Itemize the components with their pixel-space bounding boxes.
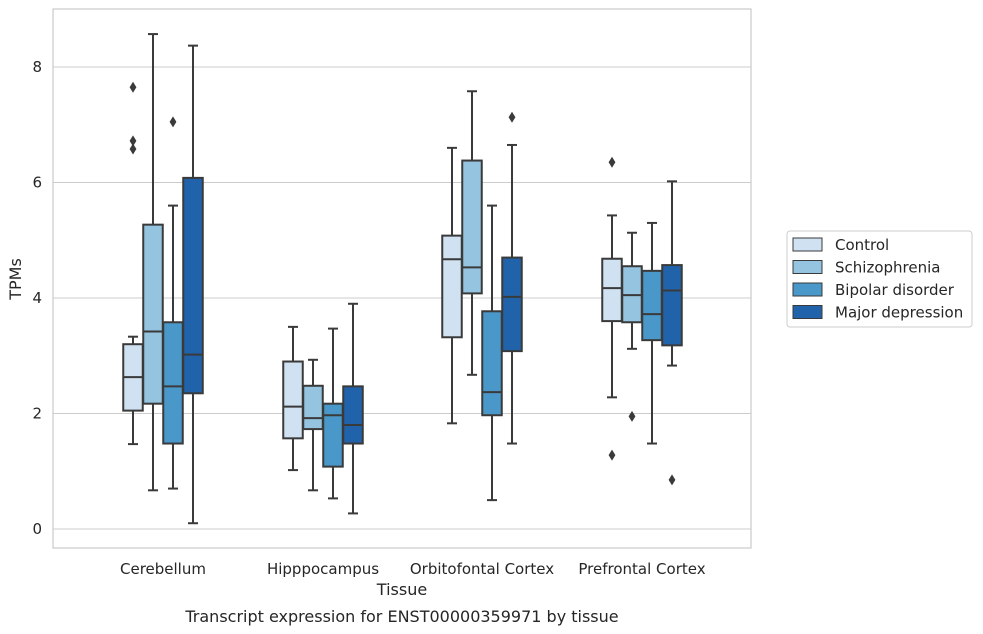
box-plot	[501, 111, 523, 445]
y-tick-label: 0	[32, 520, 42, 538]
legend-swatch	[792, 305, 823, 319]
box-iqr	[302, 384, 324, 431]
legend-swatch	[792, 237, 823, 252]
box-iqr	[481, 310, 503, 417]
box-plot	[282, 325, 304, 472]
outlier-point	[129, 143, 137, 155]
box-plot	[162, 116, 184, 490]
legend-label: Control	[835, 236, 889, 254]
box-plot	[142, 33, 164, 492]
box-iqr	[182, 176, 204, 395]
y-axis-title: TPMs	[6, 258, 25, 301]
box-iqr	[501, 256, 523, 353]
box-iqr	[641, 269, 663, 342]
box-iqr	[601, 257, 623, 323]
outlier-point	[668, 474, 676, 486]
x-tick-label: Hipppocampus	[267, 560, 379, 578]
box-plot	[182, 44, 204, 525]
caption: Transcript expression for ENST0000035997…	[184, 607, 618, 626]
box-plot	[661, 180, 683, 486]
legend-swatch	[792, 260, 823, 274]
box-plot	[481, 204, 503, 502]
box-iqr	[441, 234, 463, 339]
y-tick-labels: 0 2 4 6 8	[32, 58, 42, 538]
legend-frame	[786, 230, 973, 328]
y-tick-label: 2	[32, 405, 42, 423]
outlier-point	[129, 81, 137, 93]
outlier-point	[628, 410, 636, 422]
box-plot	[601, 156, 623, 461]
x-tick-label: Prefrontal Cortex	[578, 560, 705, 578]
outlier-point	[608, 449, 616, 461]
box-iqr	[162, 321, 184, 445]
y-tick-label: 8	[32, 58, 42, 76]
box-plots	[122, 33, 683, 525]
legend-label: Bipolar disorder	[835, 281, 955, 299]
x-tick-label: Orbitofontal Cortex	[410, 560, 554, 578]
legend-swatch	[792, 282, 823, 297]
outlier-point	[508, 111, 516, 123]
y-tick-label: 6	[32, 174, 42, 192]
box-iqr	[282, 360, 304, 440]
legend-label: Major depression	[835, 304, 963, 322]
outlier-point	[608, 156, 616, 168]
outlier-point	[169, 116, 177, 128]
box-iqr	[142, 223, 164, 405]
y-tick-label: 4	[32, 289, 42, 307]
legend: Control Schizophrenia Bipolar disorder Majo…	[786, 230, 973, 328]
legend-label: Schizophrenia	[835, 259, 940, 277]
outlier-point	[129, 135, 137, 147]
x-tick-label: Cerebellum	[120, 560, 206, 578]
legend-entries: Control Schizophrenia Bipolar disorder Majo…	[792, 236, 963, 322]
box-plot	[122, 81, 144, 446]
box-iqr	[322, 402, 344, 468]
box-plot	[342, 302, 364, 515]
box-iqr	[342, 385, 364, 445]
box-iqr	[661, 264, 683, 347]
x-tick-labels: Cerebellum Hipppocampus Orbitofontal Corte…	[120, 560, 706, 578]
box-iqr	[461, 159, 483, 295]
x-axis-title: Tissue	[376, 580, 427, 599]
box-plot	[461, 90, 483, 376]
